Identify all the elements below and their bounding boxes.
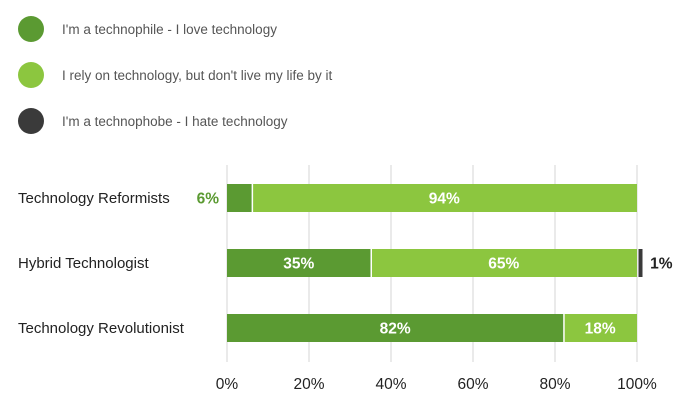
legend-label-technophobe: I'm a technophobe - I hate technology — [62, 114, 288, 129]
legend-swatch-technophile — [18, 16, 44, 42]
data-label: 35% — [283, 256, 314, 273]
x-tick-label: 80% — [539, 376, 570, 393]
x-tick-label: 100% — [617, 376, 657, 393]
data-label: 94% — [429, 191, 460, 208]
data-label: 6% — [197, 191, 220, 208]
bar-segment — [638, 249, 643, 277]
category-label: Technology Reformists — [18, 190, 170, 207]
category-label: Hybrid Technologist — [18, 255, 149, 272]
bar-segment — [227, 249, 371, 277]
x-tick-label: 20% — [293, 376, 324, 393]
data-label: 18% — [585, 321, 616, 338]
legend-label-technophile: I'm a technophile - I love technology — [62, 22, 277, 37]
legend-label-rely: I rely on technology, but don't live my … — [62, 68, 333, 83]
bar-segment — [227, 184, 252, 212]
bar-segment — [227, 314, 564, 342]
bar-segment — [253, 184, 637, 212]
x-tick-label: 60% — [457, 376, 488, 393]
x-tick-label: 0% — [216, 376, 239, 393]
data-label: 1% — [650, 256, 673, 273]
data-label: 82% — [380, 321, 411, 338]
x-tick-label: 40% — [375, 376, 406, 393]
bar-segment — [372, 249, 637, 277]
category-label: Technology Revolutionist — [18, 320, 185, 337]
data-label: 65% — [488, 256, 519, 273]
legend-swatch-technophobe — [18, 108, 44, 134]
legend-swatch-rely — [18, 62, 44, 88]
bar-segment — [564, 314, 637, 342]
